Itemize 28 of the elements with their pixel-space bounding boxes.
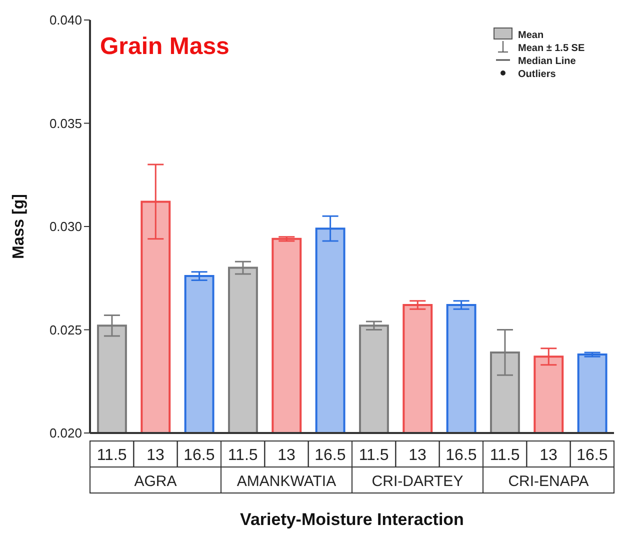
text: 13 xyxy=(540,447,558,464)
y-tick-label: 0.025 xyxy=(49,322,82,338)
text: 13 xyxy=(408,447,426,464)
text: 11.5 xyxy=(228,447,258,464)
x-tick-label: CRI-ENAPA xyxy=(508,473,589,490)
text: 13 xyxy=(278,447,296,464)
x-tick-label: CRI-DARTEY xyxy=(372,473,464,490)
text: 16.5 xyxy=(446,447,477,464)
text: 16.5 xyxy=(576,447,608,464)
annotation: Outliers xyxy=(518,69,556,80)
text: 11.5 xyxy=(358,447,389,464)
annotation: Mean ± 1.5 SE xyxy=(518,43,585,54)
y-axis-title: Mass [g] xyxy=(10,194,28,259)
x-axis-title: Variety-Moisture Interaction xyxy=(240,510,464,529)
y-tick-label: 0.030 xyxy=(49,219,82,234)
text: Grain Mass xyxy=(100,33,230,60)
annotation: Median Line xyxy=(518,56,576,67)
annotation: Mean xyxy=(518,30,544,41)
series-label: 11.5 xyxy=(490,447,520,464)
y-tick-label: 0.040 xyxy=(49,12,82,28)
x-tick-label: AGRA xyxy=(134,473,177,490)
text: 11.5 xyxy=(96,447,127,464)
series-label: 13 xyxy=(146,447,164,464)
x-tick-label: AMANKWATIA xyxy=(236,473,336,490)
series-label: 16.5 xyxy=(184,447,215,464)
y-tick-label: 0.035 xyxy=(49,116,82,131)
text: 16.5 xyxy=(314,447,346,464)
y-tick-label: 0.020 xyxy=(49,426,82,441)
